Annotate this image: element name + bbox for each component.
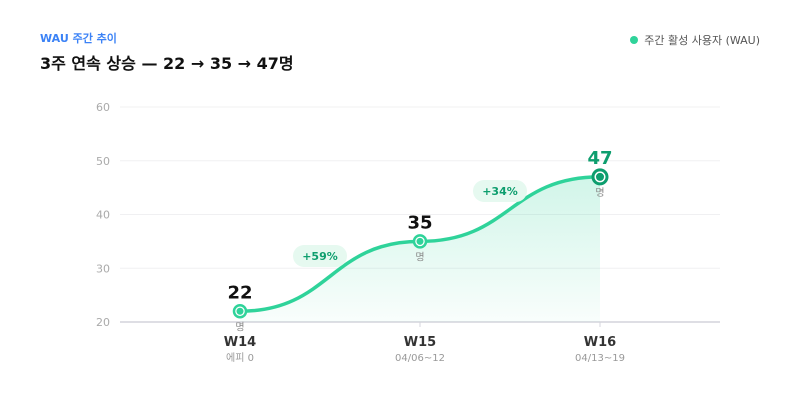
data-label: 22 <box>227 282 252 303</box>
change-badge-label: +34% <box>482 185 518 198</box>
y-tick-label: 30 <box>96 262 110 275</box>
y-tick-label: 60 <box>96 101 110 114</box>
x-tick-label: W15 <box>404 335 436 350</box>
change-badge <box>473 180 527 202</box>
y-tick-label: 50 <box>96 155 110 168</box>
data-label: 47 <box>587 148 612 169</box>
legend: 주간 활성 사용자 (WAU) <box>630 32 760 48</box>
chart-title: 3주 연속 상승 — 22 → 35 → 47명 <box>40 54 294 73</box>
data-point-core <box>416 237 424 245</box>
data-point-core <box>236 307 244 315</box>
legend-dot-icon <box>630 36 639 44</box>
x-sublabel: 04/06~12 <box>395 353 445 364</box>
data-unit: 명 <box>235 321 244 333</box>
y-tick-label: 20 <box>96 316 110 329</box>
x-sublabel: 에피 0 <box>226 352 254 364</box>
chart-eyebrow: WAU 주간 추이 <box>40 32 117 45</box>
x-tick-label: W14 <box>224 335 256 350</box>
x-tick-label: W16 <box>584 335 616 350</box>
x-sublabel: 04/13~19 <box>575 353 625 364</box>
legend-label: 주간 활성 사용자 (WAU) <box>644 34 760 47</box>
data-point-core <box>596 172 604 181</box>
data-unit: 명 <box>415 251 424 263</box>
y-tick-label: 40 <box>96 209 110 222</box>
area-fill <box>240 176 600 322</box>
change-badge <box>293 245 347 267</box>
data-unit: 명 <box>595 187 604 199</box>
data-label: 35 <box>407 212 432 233</box>
change-badge-label: +59% <box>302 250 338 263</box>
